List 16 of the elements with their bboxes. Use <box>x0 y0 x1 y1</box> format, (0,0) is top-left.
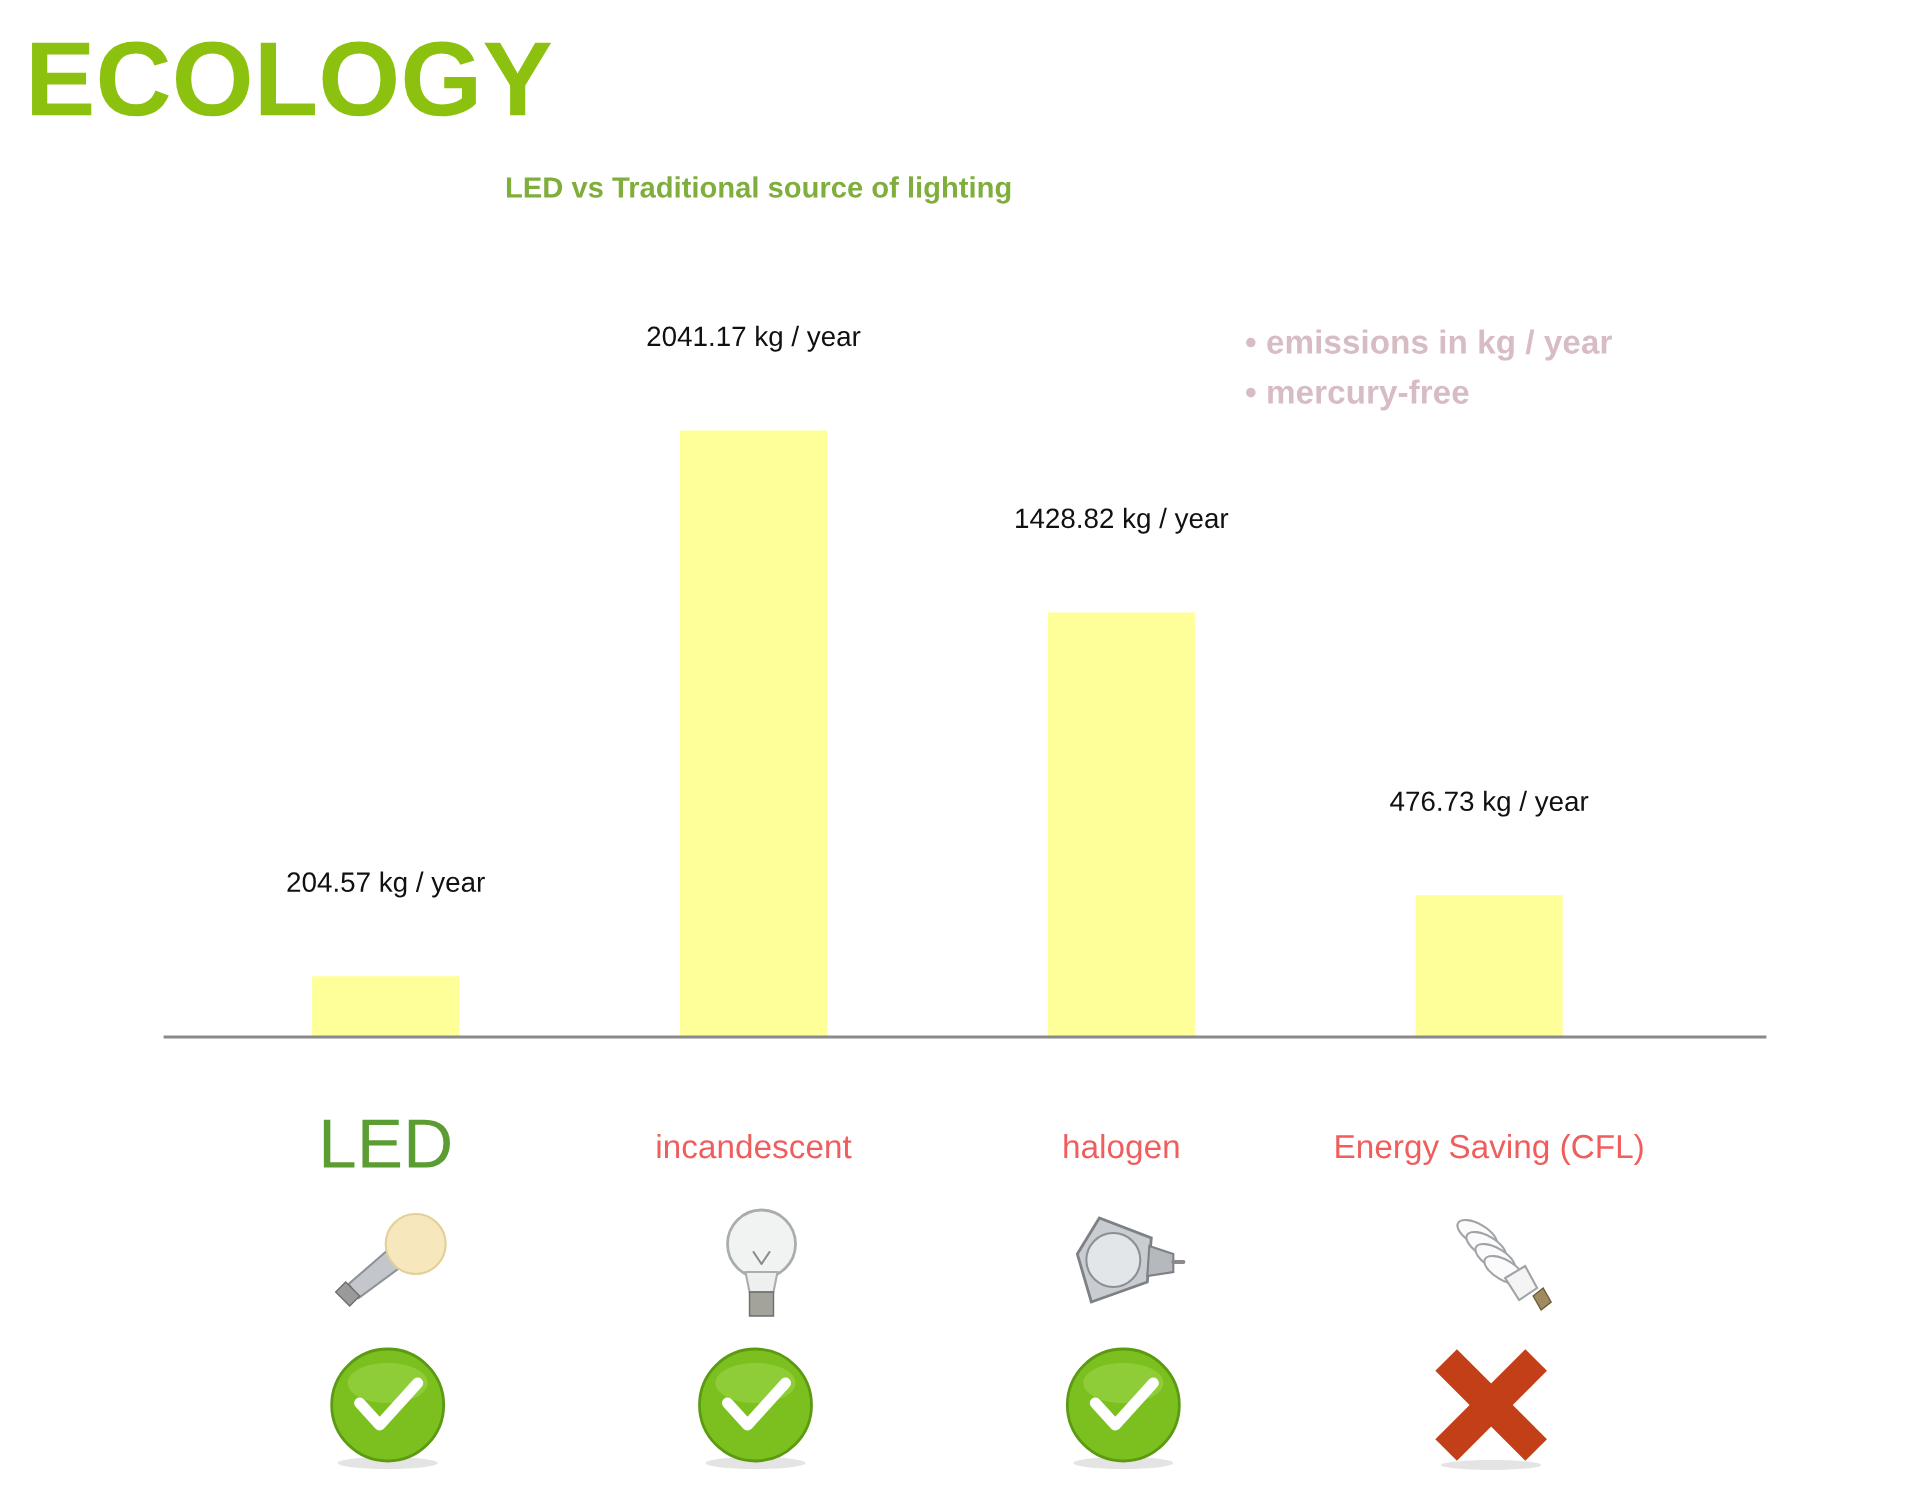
x-tick-label: incandescent <box>657 1133 852 1159</box>
data-label: 204.57 kg / year <box>287 871 485 898</box>
x-tick-label: Energy Saving (CFL) <box>1336 1133 1643 1166</box>
text: • mercury-free <box>1246 379 1469 411</box>
bar <box>679 430 828 1037</box>
text: • emissions in kg / year <box>1246 329 1612 361</box>
bar <box>1047 612 1195 1037</box>
x-tick-label: halogen <box>1064 1133 1179 1166</box>
bar <box>312 976 460 1037</box>
chart-subtitle: LED vs Traditional source of lighting <box>506 176 1011 204</box>
data-label: 1428.82 kg / year <box>1016 507 1229 534</box>
data-label: 476.73 kg / year <box>1390 790 1589 817</box>
chart-title: ECOLOGY <box>32 41 552 117</box>
x-tick-label: LED <box>323 1119 450 1168</box>
data-label: 2041.17 kg / year <box>647 325 861 352</box>
bar <box>1415 895 1563 1037</box>
